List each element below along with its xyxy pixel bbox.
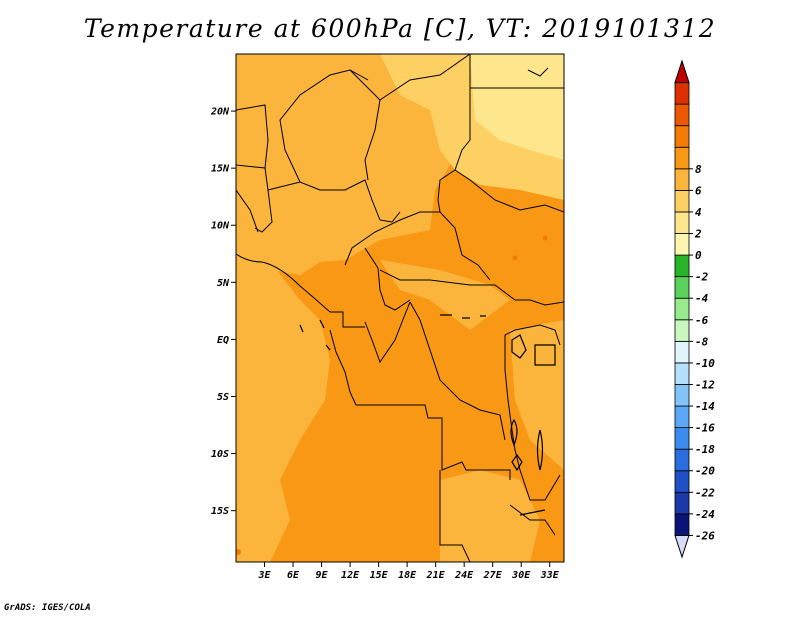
colorbar-swatch bbox=[674, 362, 690, 385]
field-0-2-southeast bbox=[440, 470, 540, 562]
colorbar-label: -24 bbox=[695, 508, 715, 521]
field-4-6-spot bbox=[236, 549, 241, 555]
colorbar-label: -22 bbox=[695, 486, 715, 499]
colorbar-label: -8 bbox=[695, 335, 709, 348]
colorbar-swatch bbox=[674, 405, 690, 429]
lon-tick-label: 15E bbox=[370, 570, 389, 581]
colorbar-label: -18 bbox=[695, 443, 715, 456]
lat-axis: 20N 15N 10N 5N EQ 5S 10S 15S bbox=[210, 107, 236, 517]
colorbar-label: -12 bbox=[695, 378, 715, 391]
colorbar-label: -14 bbox=[695, 400, 715, 413]
colorbar-label: -26 bbox=[695, 529, 715, 542]
colorbar-swatch bbox=[674, 211, 690, 234]
temperature-field bbox=[236, 54, 564, 562]
colorbar-swatch bbox=[674, 233, 690, 256]
lat-tick-label: 5S bbox=[217, 392, 229, 403]
colorbar-swatch bbox=[674, 491, 690, 515]
field-0-2-central bbox=[380, 260, 510, 330]
lon-tick-label: 30E bbox=[511, 570, 531, 581]
map-frame bbox=[235, 53, 565, 563]
colorbar-swatch bbox=[674, 276, 690, 299]
colorbar-swatch bbox=[674, 168, 690, 191]
lon-tick-label: 21E bbox=[426, 570, 446, 581]
lon-tick-label: 24E bbox=[454, 570, 474, 581]
field-0-2-east bbox=[510, 320, 564, 470]
lat-tick-label: 15S bbox=[211, 506, 229, 517]
colorbar-label: 6 bbox=[695, 184, 702, 197]
colorbar-swatch bbox=[674, 297, 690, 321]
lat-tick-label: 5N bbox=[217, 278, 230, 289]
colorbar-label: 4 bbox=[695, 206, 702, 219]
lon-axis: 3E 6E 9E 12E 15E 18E 21E 24E 27E 30E 33E bbox=[257, 562, 560, 581]
lat-tick-label: 10N bbox=[211, 221, 230, 232]
lon-tick-label: 6E bbox=[287, 570, 300, 581]
lon-tick-label: 33E bbox=[540, 570, 560, 581]
plot-title: Temperature at 600hPa [C], VT: 201910131… bbox=[83, 14, 717, 43]
lon-tick-label: 3E bbox=[257, 570, 271, 581]
colorbar-swatch bbox=[674, 319, 690, 342]
colorbar-swatch bbox=[674, 125, 690, 148]
field-2-4-patch-south bbox=[320, 430, 420, 520]
lat-tick-label: 15N bbox=[211, 164, 230, 175]
grads-credit: GrADS: IGES/COLA bbox=[4, 603, 91, 613]
field-4-6-spot bbox=[512, 255, 518, 261]
lon-tick-label: 18E bbox=[398, 570, 417, 581]
colorbar-label: 8 bbox=[695, 163, 702, 176]
lat-tick-label: 10S bbox=[211, 449, 229, 460]
colorbar-label: -6 bbox=[695, 314, 709, 327]
field-minus4-minus2-ne bbox=[470, 54, 564, 160]
colorbar-label: 0 bbox=[695, 249, 702, 262]
colorbar-label: -10 bbox=[695, 357, 715, 370]
lat-tick-label: 20N bbox=[210, 107, 230, 118]
colorbar-high-arrow bbox=[674, 59, 690, 84]
colorbar-swatch bbox=[674, 448, 690, 472]
field-0-2-west-coast bbox=[236, 265, 330, 562]
colorbar-low-arrow bbox=[674, 534, 690, 559]
lakes-and-coastline bbox=[299, 314, 556, 516]
colorbar-label: -4 bbox=[695, 292, 709, 305]
lon-tick-label: 27E bbox=[483, 570, 503, 581]
colorbar-swatch bbox=[674, 340, 690, 364]
colorbar-swatch bbox=[674, 146, 690, 170]
colorbar-swatch bbox=[674, 384, 690, 407]
colorbar-label: -20 bbox=[695, 465, 715, 478]
colorbar-swatch bbox=[674, 427, 690, 450]
colorbar-swatch bbox=[674, 470, 690, 493]
lon-tick-label: 9E bbox=[316, 570, 329, 581]
colorbar-label: -16 bbox=[695, 422, 715, 435]
colorbar-swatch bbox=[674, 254, 690, 278]
field-4-6-spot bbox=[542, 235, 548, 241]
colorbar-swatch bbox=[674, 103, 690, 127]
lat-tick-label: EQ bbox=[217, 335, 229, 346]
colorbar-label: -2 bbox=[695, 271, 709, 284]
field-0-2-north bbox=[236, 54, 470, 275]
colorbar-swatch bbox=[674, 513, 690, 536]
country-borders bbox=[236, 54, 564, 562]
colorbar-label: 2 bbox=[694, 228, 702, 241]
colorbar-swatch bbox=[674, 82, 690, 105]
lon-tick-label: 12E bbox=[341, 570, 360, 581]
colorbar-swatch bbox=[674, 189, 690, 213]
